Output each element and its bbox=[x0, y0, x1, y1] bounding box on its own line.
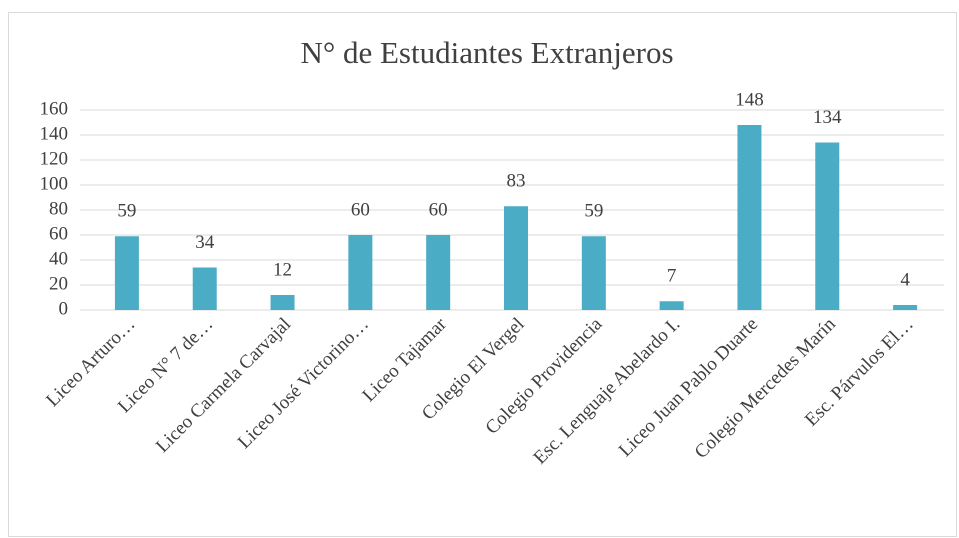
chart-title: N° de Estudiantes Extranjeros bbox=[300, 35, 673, 70]
bar bbox=[348, 235, 373, 310]
data-label: 59 bbox=[584, 201, 603, 222]
data-label: 12 bbox=[273, 259, 292, 280]
bar bbox=[192, 267, 217, 310]
data-label: 134 bbox=[813, 107, 842, 128]
y-tick-label: 120 bbox=[40, 148, 69, 169]
data-label: 60 bbox=[429, 199, 448, 220]
bar bbox=[581, 236, 606, 310]
y-tick-label: 80 bbox=[49, 198, 68, 219]
data-label: 4 bbox=[900, 269, 910, 290]
bar bbox=[737, 125, 762, 310]
y-tick-label: 0 bbox=[59, 298, 69, 319]
data-label: 60 bbox=[351, 199, 370, 220]
y-tick-label: 140 bbox=[40, 123, 69, 144]
y-tick-label: 160 bbox=[40, 98, 69, 119]
y-tick-label: 100 bbox=[40, 173, 69, 194]
bar bbox=[504, 206, 528, 310]
bar bbox=[426, 235, 451, 310]
data-label: 34 bbox=[195, 232, 215, 253]
y-tick-label: 40 bbox=[49, 248, 68, 269]
data-label: 59 bbox=[117, 201, 136, 222]
bar bbox=[893, 305, 918, 310]
data-label: 7 bbox=[667, 266, 677, 287]
data-label: 83 bbox=[507, 171, 526, 192]
bar bbox=[270, 295, 295, 310]
bar bbox=[815, 142, 840, 310]
y-tick-label: 20 bbox=[49, 273, 68, 294]
y-tick-label: 60 bbox=[49, 223, 68, 244]
chart-border bbox=[8, 12, 957, 537]
data-label: 148 bbox=[735, 89, 764, 110]
bar bbox=[114, 236, 139, 310]
bar bbox=[659, 301, 684, 310]
